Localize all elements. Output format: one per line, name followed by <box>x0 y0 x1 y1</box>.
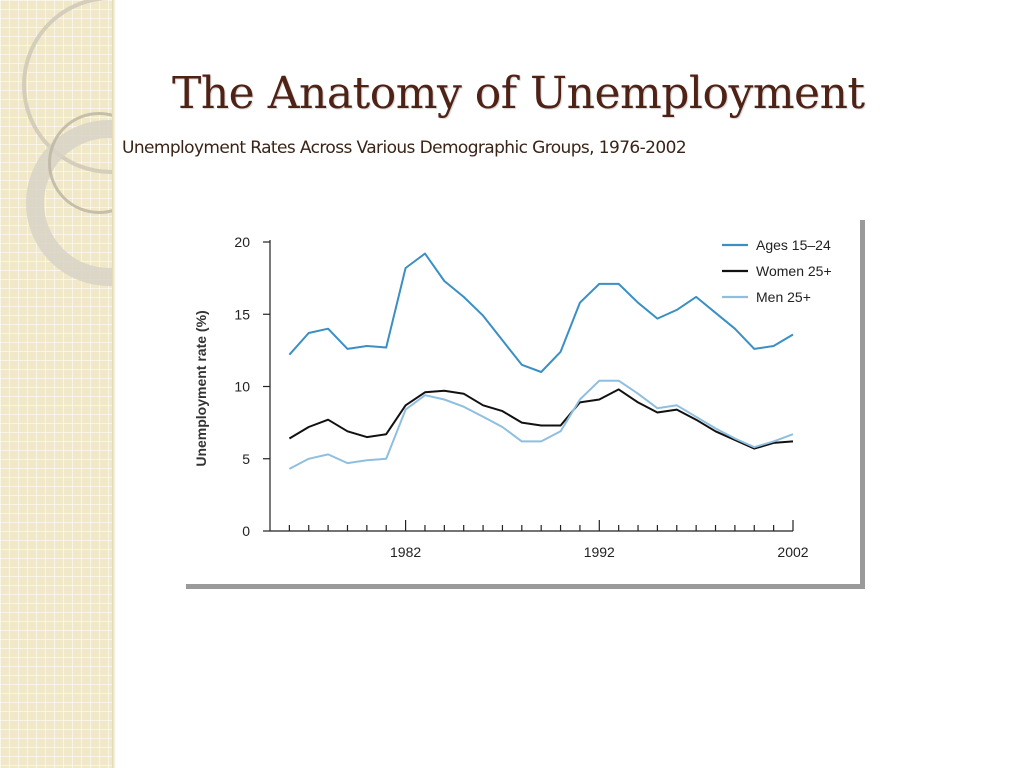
series-line-3 <box>288 379 794 470</box>
y-tick-label: 15 <box>234 306 250 322</box>
legend-label: Ages 15–24 <box>756 237 831 253</box>
chart-panel: 0 5 10 15 20 1982 1992 2002 Unemployment rate (%… <box>186 220 865 589</box>
x-tick-label: 1982 <box>390 544 421 560</box>
y-axis-label: Unemployment rate (%) <box>193 310 209 466</box>
y-tick-label: 5 <box>242 451 250 467</box>
slide-title: The Anatomy of Unemployment <box>172 68 865 119</box>
legend-label: Women 25+ <box>756 263 832 279</box>
series-line-2 <box>288 388 794 450</box>
y-tick-label: 0 <box>242 523 250 539</box>
y-tick-label: 10 <box>234 379 250 395</box>
strip-edge-divider <box>112 0 116 768</box>
series-line-1 <box>288 252 794 373</box>
decorative-side-strip <box>0 0 114 768</box>
x-tick-label: 2002 <box>777 544 808 560</box>
line-chart: 0 5 10 15 20 1982 1992 2002 Unemployment rate (%… <box>193 234 832 560</box>
legend-label: Men 25+ <box>756 289 811 305</box>
y-tick-label: 20 <box>234 234 250 250</box>
x-tick-label: 1992 <box>584 544 615 560</box>
slide-subtitle: Unemployment Rates Across Various Demogr… <box>122 138 687 158</box>
